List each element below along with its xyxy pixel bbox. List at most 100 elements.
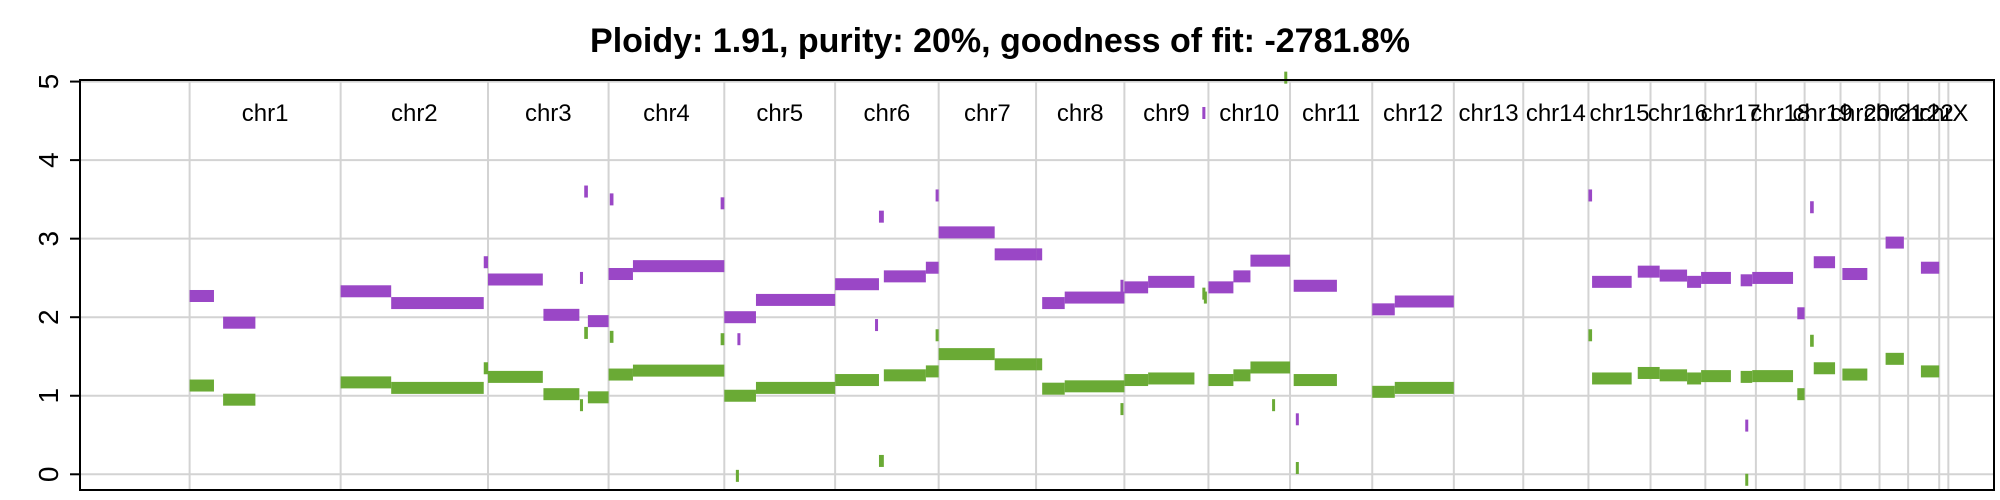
minor-cn-segment — [1208, 374, 1234, 387]
major-cn-segment — [1842, 268, 1868, 281]
major-outlier-tick — [737, 333, 741, 346]
chromosome-label: chr4 — [643, 100, 690, 127]
minor-cn-segment — [1659, 369, 1688, 382]
minor-cn-segment — [883, 369, 926, 382]
major-cn-segment — [223, 316, 256, 329]
major-cn-segment — [1148, 275, 1195, 288]
major-cn-segment — [587, 315, 609, 328]
minor-cn-segment — [609, 330, 614, 343]
chromosome-labels: chr1 chr2 chr3 chr4 chr5 chr6 chr7 chr8 chr9 chr1… — [242, 100, 1969, 127]
major-cn-segment — [189, 289, 214, 302]
major-cn-segment — [935, 189, 939, 202]
y-tick-label: 4 — [33, 152, 64, 168]
major-cn-segment — [1202, 106, 1206, 119]
major-cn-segment — [1036, 248, 1043, 261]
y-axis: 0 1 2 3 4 5 — [33, 74, 80, 482]
minor-cn-segment — [1042, 382, 1065, 395]
minor-cn-segment — [1885, 352, 1904, 365]
major-cn-segment — [1064, 291, 1125, 304]
chromosome-label: chr19 — [1793, 100, 1853, 127]
minor-cn-segment — [1752, 370, 1794, 383]
minor-outlier-tick — [1120, 403, 1124, 416]
minor-cn-segment — [1701, 370, 1731, 383]
major-cn-segment — [1701, 271, 1731, 284]
grid — [80, 80, 1994, 490]
major-cn-segment — [1797, 307, 1805, 320]
minor-cn-segment — [488, 370, 543, 383]
chromosome-label: chrX — [1919, 100, 1968, 127]
y-tick-label: 1 — [33, 388, 64, 404]
minor-cn-segment — [1233, 369, 1251, 382]
major-cn-segment — [1233, 270, 1251, 283]
major-cn-segment — [835, 278, 879, 291]
chromosome-label: chr12 — [1383, 100, 1443, 127]
minor-cn-segment — [1797, 388, 1805, 401]
major-outlier-tick — [1120, 279, 1124, 292]
major-outlier-tick — [1745, 419, 1749, 432]
major-cn-segment — [878, 210, 884, 223]
minor-outlier-tick — [1272, 399, 1276, 412]
chromosome-label: chr15 — [1589, 100, 1649, 127]
minor-cn-segment — [587, 391, 609, 404]
major-cn-segment — [584, 185, 588, 198]
chromosome-label: chr10 — [1219, 100, 1279, 127]
chromosome-label: chr17 — [1701, 100, 1761, 127]
major-cn-segment — [755, 293, 836, 306]
minor-cn-segment — [994, 358, 1037, 371]
major-cn-segment — [1124, 281, 1149, 294]
minor-cn-segment — [189, 379, 214, 392]
major-cn-segment — [1813, 256, 1836, 269]
chromosome-label: chr5 — [756, 100, 803, 127]
minor-outlier-tick — [1295, 462, 1299, 475]
chromosome-label: chr11 — [1302, 100, 1360, 127]
minor-cn-segment — [1842, 368, 1868, 381]
minor-cn-segment — [1592, 372, 1632, 385]
chromosome-label: chr20 — [1830, 100, 1890, 127]
minor-cn-segment — [1637, 366, 1660, 379]
minor-cn-segment — [391, 381, 484, 394]
minor-cn-segment — [1813, 362, 1836, 375]
chromosome-label: chr16 — [1648, 100, 1708, 127]
major-cn-segment — [1592, 275, 1632, 288]
major-outlier-tick — [875, 319, 879, 332]
major-outlier-tick — [1295, 413, 1299, 426]
minor-cn-segment — [1687, 372, 1702, 385]
major-cn-segment — [1394, 295, 1454, 308]
y-tick-label: 5 — [33, 74, 64, 90]
minor-cn-segment — [1250, 361, 1291, 374]
major-cn-segment — [1588, 189, 1593, 202]
chromosome-label: chr9 — [1143, 100, 1190, 127]
major-cn-segment — [1372, 303, 1395, 316]
major-cn-segment — [488, 273, 543, 286]
minor-cn-segment — [1372, 385, 1395, 398]
minor-cn-segment — [935, 329, 939, 342]
minor-cn-segment — [835, 374, 879, 387]
minor-cn-segment — [1740, 370, 1753, 383]
major-cn-segment — [1885, 236, 1904, 249]
major-cn-segment — [883, 270, 926, 283]
minor-cn-segment — [735, 469, 739, 482]
major-cn-segment — [1659, 269, 1688, 282]
y-tick-label: 2 — [33, 309, 64, 325]
major-cn-segment — [1687, 275, 1702, 288]
major-cn-segment — [608, 268, 633, 281]
y-tick-label: 3 — [33, 231, 64, 247]
chromosome-label: chr14 — [1526, 100, 1586, 127]
minor-cn-segment — [1394, 381, 1454, 394]
chromosome-label: chr13 — [1459, 100, 1519, 127]
minor-cn-segment — [608, 368, 633, 381]
minor-cn-segment — [938, 348, 995, 361]
major-cn-segment — [1208, 281, 1234, 294]
minor-cn-segment — [1148, 372, 1195, 385]
minor-cn-segment — [579, 399, 584, 412]
minor-cn-segment — [925, 365, 939, 378]
major-cn-segment — [579, 271, 584, 284]
minor-cn-segment — [483, 362, 489, 375]
chromosome-label: chr2 — [391, 100, 438, 127]
minor-outlier-tick — [1284, 71, 1288, 84]
minor-cn-segment — [755, 381, 836, 394]
chromosome-label: chr22 — [1894, 100, 1954, 127]
major-cn-segment — [483, 256, 489, 269]
major-cn-segment — [340, 285, 392, 298]
